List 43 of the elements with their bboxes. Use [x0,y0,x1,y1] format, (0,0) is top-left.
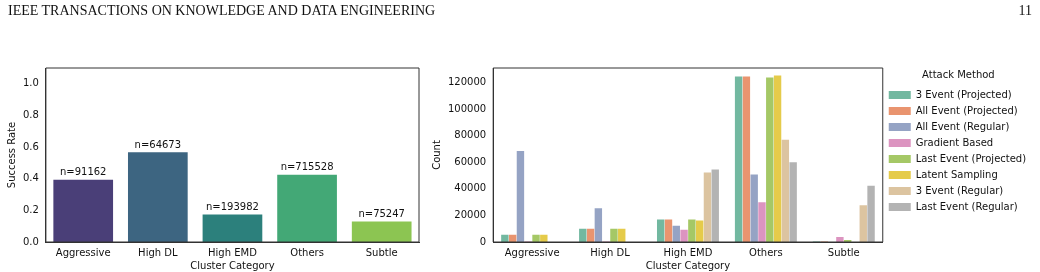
legend-label: Latent Sampling [915,168,998,180]
y-tick-label: 60000 [454,155,487,167]
x-tick-label: High EMD [208,246,258,258]
text: IEEE TRANSACTIONS ON KNOWLEDGE AND DATA ENGINEERING [8,3,436,19]
x-tick-label: Subtle [827,246,860,258]
y-tick-label: 0.2 [23,203,39,215]
annotation: n=715528 [280,161,334,173]
x-tick-label: Aggressive [504,246,560,258]
x-axis-title: Cluster Category [645,259,731,271]
text: 11 [1018,3,1032,19]
annotation: n=91162 [59,166,107,178]
y-axis-title: Success Rate [5,121,17,189]
legend-label: Gradient Based [915,136,994,148]
x-tick-label: High DL [590,246,631,258]
annotation: n=64673 [134,138,182,150]
x-tick-label: High EMD [663,246,713,258]
x-tick-label: Aggressive [55,246,111,258]
legend-label: All Event (Projected) [915,104,1018,116]
legend-label: All Event (Regular) [915,120,1010,132]
y-tick-label: 100000 [447,102,487,114]
x-axis-title: Cluster Category [190,259,275,271]
y-tick-label: 1.0 [23,77,39,89]
legend-label: Last Event (Regular) [915,200,1018,212]
y-tick-label: 0 [479,235,487,247]
y-tick-label: 0.0 [23,235,39,247]
annotation: n=75247 [358,208,405,220]
legend-label: 3 Event (Regular) [915,184,1004,196]
annotation: n=193982 [206,201,259,213]
y-axis-title: Count [430,140,442,170]
y-tick-label: 0.8 [23,109,39,121]
x-tick-label: High DL [138,246,178,258]
x-tick-label: Subtle [365,246,398,258]
y-tick-label: 80000 [454,129,487,141]
y-tick-label: 0.6 [23,140,39,152]
legend-title: Attack Method [922,68,995,80]
x-tick-label: Others [290,246,324,258]
y-tick-label: 0.4 [23,172,39,184]
y-tick-label: 20000 [454,209,487,221]
y-tick-label: 40000 [454,182,487,194]
x-tick-label: Others [749,246,783,258]
legend-label: Last Event (Projected) [915,152,1027,164]
legend-label: 3 Event (Projected) [915,88,1012,100]
y-tick-label: 120000 [447,76,487,88]
